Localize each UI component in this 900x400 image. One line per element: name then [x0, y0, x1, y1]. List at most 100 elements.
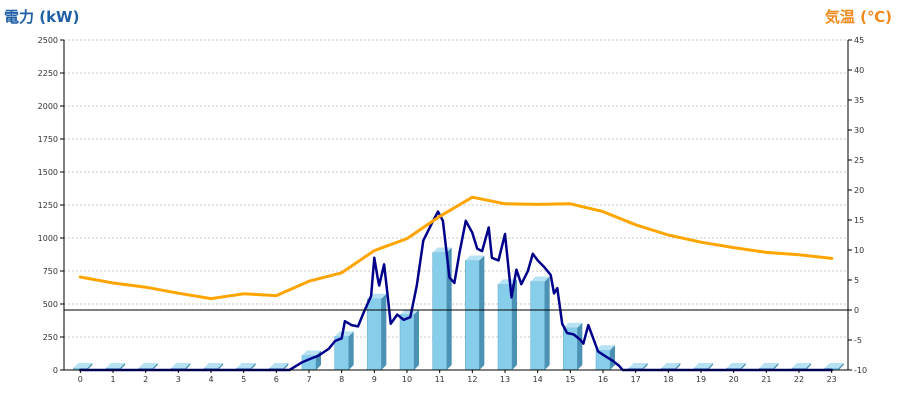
x-tick-label: 18: [663, 375, 673, 384]
x-tick-label: 5: [241, 375, 246, 384]
y-right-tick-label: -5: [854, 336, 862, 345]
power-bar-top: [269, 363, 289, 369]
power-bar-top: [138, 363, 158, 369]
x-tick-label: 22: [794, 375, 804, 384]
power-bar-top: [530, 276, 550, 282]
power-bar-side: [120, 363, 125, 370]
temperature-line: [78, 195, 834, 301]
y-left-tick-label: 0: [53, 366, 58, 375]
power-bar-top: [661, 363, 681, 369]
x-tick-label: 7: [306, 375, 311, 384]
x-tick-label: 8: [339, 375, 344, 384]
power-bar-side: [675, 363, 681, 370]
y-left-tick-label: 1250: [38, 201, 58, 210]
y-right-tick-label: 35: [854, 96, 864, 105]
power-bar-top: [792, 363, 811, 369]
power-bar-front: [432, 252, 447, 371]
y-right-tick-label: 0: [854, 306, 859, 315]
power-bars: [73, 247, 844, 371]
power-bar-side: [642, 363, 648, 370]
power-bar-top: [106, 363, 125, 369]
power-bar-side: [87, 363, 93, 370]
power-bar-front: [399, 314, 415, 371]
y-right-tick-label: 5: [854, 276, 859, 285]
power-bar-top: [824, 363, 844, 369]
power-bar-top: [302, 350, 321, 356]
power-bar-top: [628, 363, 648, 369]
power-bar-top: [759, 363, 779, 369]
y-right-tick-labels: -10 -5 0 5 10 15 20 25 30 35 40 45: [854, 36, 867, 375]
power-bar-side: [283, 363, 289, 370]
y-right-axis-title: 気温 (℃): [824, 8, 892, 26]
x-tick-label: 19: [696, 375, 706, 384]
grid-lines: [64, 39, 848, 338]
x-tick-label: 23: [827, 375, 837, 384]
y-right-tick-label: 25: [854, 156, 864, 165]
y-left-tick-label: 2000: [38, 102, 58, 111]
power-bar: [563, 322, 583, 371]
y-left-tick-labels: 0 250 500 750 1000 1250 1500 1750 2000 2250 2500: [38, 36, 58, 375]
power-bar-side: [479, 255, 485, 370]
power-bar-side: [577, 322, 583, 370]
y-left-tick-label: 1750: [38, 135, 58, 144]
power-bar-top: [204, 363, 223, 369]
power-bar-top: [171, 363, 191, 369]
power-line: [79, 210, 833, 372]
power-bar-top: [498, 279, 517, 285]
power-bar-side: [806, 363, 811, 370]
power-bar-side: [838, 363, 844, 370]
x-tick-label: 12: [467, 375, 477, 384]
power-bar-side: [381, 293, 387, 370]
y-left-tick-label: 1000: [38, 234, 58, 243]
y-left-tick-label: 2500: [38, 36, 58, 45]
y-right-tick-label: -10: [854, 366, 867, 375]
power-bar-side: [773, 363, 779, 370]
power-bar-side: [610, 345, 615, 370]
y-left-tick-label: 250: [43, 333, 58, 342]
x-tick-label: 17: [631, 375, 641, 384]
power-bar: [432, 247, 452, 371]
x-tick-label: 20: [729, 375, 739, 384]
power-bar-side: [152, 363, 158, 370]
x-tick-label: 13: [500, 375, 510, 384]
power-bar-top: [596, 345, 615, 351]
power-bar: [530, 276, 550, 371]
x-tick-label: 16: [598, 375, 608, 384]
power-bar-side: [708, 363, 713, 370]
y-left-tick-label: 500: [43, 300, 58, 309]
power-bar-side: [250, 363, 256, 370]
y-left-tick-label: 750: [43, 267, 58, 276]
power-bar-front: [595, 349, 611, 371]
y-right-tick-label: 30: [854, 126, 864, 135]
power-bar-top: [400, 309, 419, 315]
y-right-tick-label: 45: [854, 36, 864, 45]
x-tick-label: 3: [176, 375, 181, 384]
power-bar-top: [726, 363, 746, 369]
y-right-tick-label: 40: [854, 66, 864, 75]
power-bar-top: [465, 255, 485, 261]
y-right-tick-label: 15: [854, 216, 864, 225]
power-bar-side: [185, 363, 191, 370]
y-left-tick-label: 1500: [38, 168, 58, 177]
x-tick-label: 15: [565, 375, 575, 384]
power-bar: [497, 279, 517, 371]
power-bar-top: [236, 363, 256, 369]
power-bar: [399, 309, 419, 371]
x-tick-label: 4: [208, 375, 213, 384]
x-tick-label: 9: [372, 375, 377, 384]
power-bar-front: [530, 281, 545, 371]
power-bar: [595, 345, 615, 371]
power-bar-front: [497, 283, 513, 371]
x-tick-label: 1: [110, 375, 115, 384]
y-left-axis-title: 電力 (kW): [4, 8, 80, 26]
y-right-tick-label: 20: [854, 186, 864, 195]
power-bar-top: [73, 363, 93, 369]
y-right-tick-label: 10: [854, 246, 864, 255]
x-tick-label: 21: [761, 375, 771, 384]
power-bar-front: [367, 298, 382, 371]
x-tick-label: 0: [78, 375, 83, 384]
x-tick-label: 10: [402, 375, 412, 384]
power-bar-side: [544, 276, 550, 370]
x-tick-labels: 0 1 2 3 4 5 6 7 8 9 10 11 12 13 14 15 16 17 18 19 20 21 22 23: [78, 375, 837, 384]
